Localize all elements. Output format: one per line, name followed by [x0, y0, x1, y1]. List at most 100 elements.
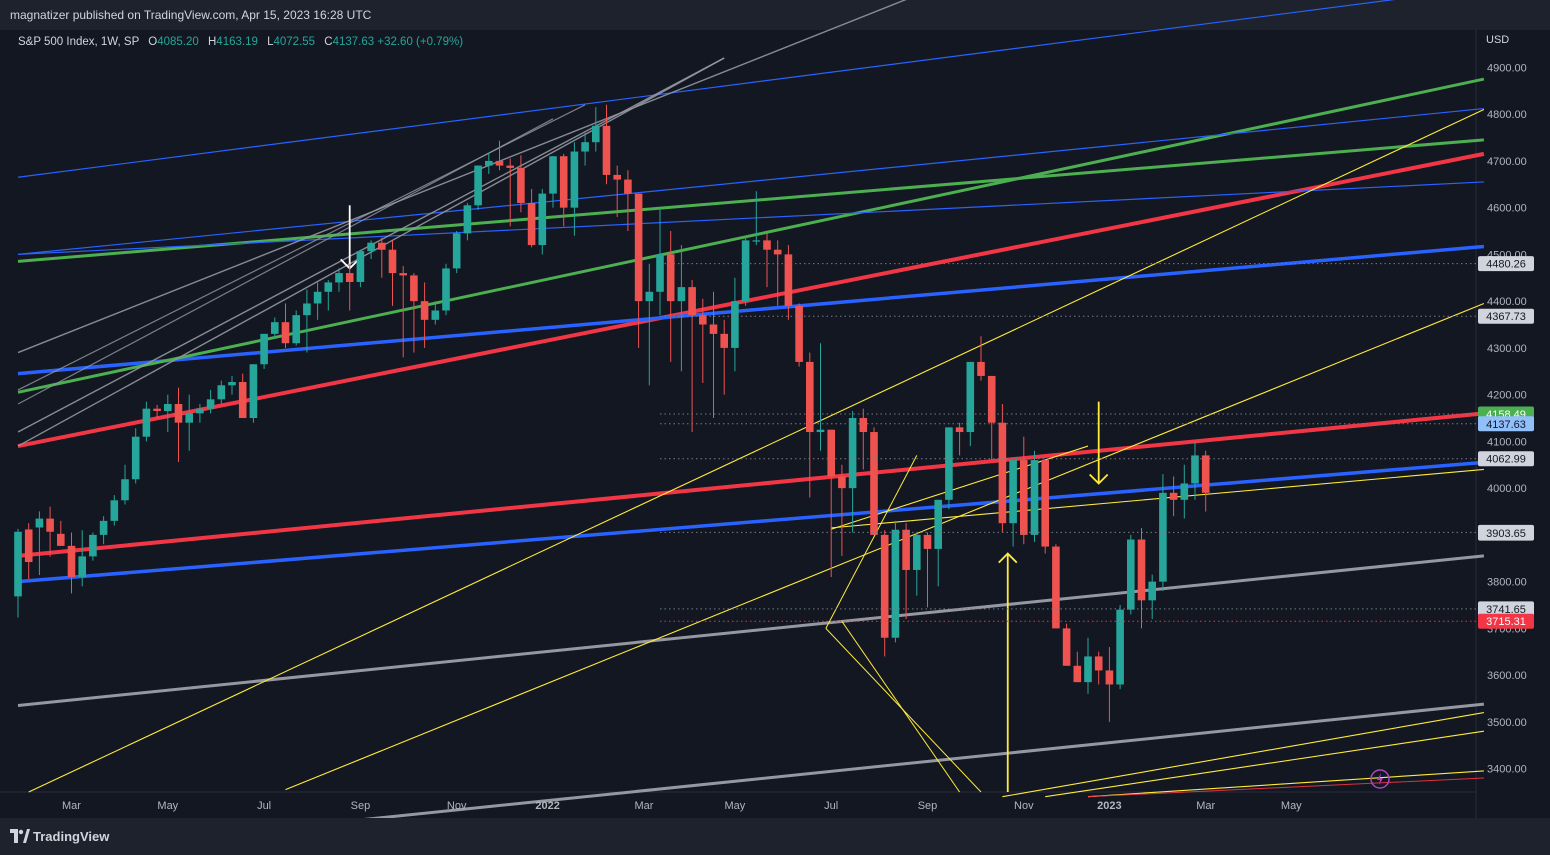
- candle-body: [945, 427, 953, 500]
- y-tick-label: 4400.00: [1487, 296, 1527, 308]
- candle-body: [153, 408, 161, 411]
- x-tick-label: Sep: [918, 800, 938, 812]
- candle-body: [260, 333, 268, 365]
- candle-body: [1009, 460, 1017, 524]
- y-tick-label: 4100.00: [1487, 436, 1527, 448]
- candle-body: [656, 254, 664, 292]
- lightning-icon: [1370, 769, 1390, 789]
- candle-body: [14, 531, 22, 597]
- candle-body: [1116, 609, 1124, 685]
- candle-body: [367, 242, 375, 252]
- candle-body: [517, 167, 525, 203]
- change-value: +32.60 (+0.79%): [377, 36, 464, 48]
- candle-body: [142, 408, 151, 437]
- candle-body: [174, 403, 183, 423]
- candle-body: [709, 324, 718, 334]
- candle-body: [699, 315, 707, 325]
- candle-body: [1052, 546, 1060, 629]
- published-by-text: magnatizer published on TradingView.com,…: [10, 8, 372, 22]
- close-key: C: [324, 36, 333, 48]
- high-value: 4163.19: [216, 36, 258, 48]
- candle-body: [891, 529, 900, 638]
- candle-body: [763, 240, 771, 250]
- tradingview-logo-icon[interactable]: [10, 829, 30, 843]
- candle-body: [35, 518, 44, 528]
- candle-body: [955, 427, 964, 433]
- candle-body: [645, 291, 654, 302]
- candle-body: [164, 403, 172, 411]
- x-tick-label: Nov: [1014, 800, 1034, 812]
- candle-body: [57, 533, 65, 546]
- candle-body: [1030, 460, 1039, 535]
- candle-body: [602, 125, 611, 175]
- price-label-box: [1478, 416, 1534, 432]
- trend-line: [17, 0, 1396, 178]
- candle-body: [987, 375, 996, 423]
- tradingview-brand[interactable]: TradingView: [33, 829, 110, 844]
- candle-body: [431, 310, 440, 320]
- candle-body: [24, 529, 33, 563]
- trend-line: [1087, 777, 1484, 798]
- candle-body: [388, 249, 397, 274]
- trend-line: [17, 107, 1484, 255]
- price-label-box: [1478, 451, 1534, 467]
- candle-body: [356, 251, 365, 282]
- candle-body: [838, 476, 846, 489]
- price-label: 4367.73: [1486, 311, 1526, 323]
- x-tick-label: Mar: [62, 800, 81, 812]
- candle-body: [249, 364, 258, 419]
- close-value: 4137.63: [332, 36, 375, 48]
- candle-body: [581, 142, 589, 152]
- currency-label: USD: [1486, 34, 1510, 46]
- candle-body: [1073, 665, 1082, 683]
- candle-body: [399, 273, 407, 276]
- plot-background: [0, 30, 1550, 818]
- candle-body: [206, 399, 215, 409]
- candle-body: [859, 418, 868, 433]
- candle-body: [1094, 656, 1103, 671]
- trend-line: [17, 554, 1485, 708]
- candle-body: [67, 545, 76, 577]
- x-tick-label: 2023: [1097, 800, 1121, 812]
- candle-body: [495, 160, 504, 166]
- candle-body: [1020, 460, 1028, 535]
- candle-body: [1159, 492, 1167, 582]
- trend-line: [17, 151, 1485, 449]
- price-label: 3715.31: [1486, 616, 1526, 628]
- candle-body: [485, 160, 493, 166]
- candle-body: [185, 413, 193, 423]
- x-tick-label: May: [1281, 800, 1302, 812]
- x-tick-label: Mar: [634, 800, 653, 812]
- header-bar: magnatizer published on TradingView.com,…: [0, 0, 1550, 30]
- price-label: 3903.65: [1486, 528, 1526, 540]
- candle-body: [549, 156, 557, 194]
- x-tick-label: Jul: [824, 800, 838, 812]
- candle-body: [378, 242, 386, 250]
- candle-body: [452, 233, 461, 269]
- candle-body: [99, 520, 108, 535]
- candle-body: [506, 165, 514, 168]
- candle-body: [238, 382, 247, 419]
- price-label-box: [1478, 613, 1534, 629]
- candle-body: [570, 151, 579, 208]
- symbol-name: S&P 500 Index, 1W, SP: [18, 36, 140, 48]
- trend-line: [17, 411, 1485, 558]
- candle-body: [624, 179, 632, 194]
- x-tick-label: Nov: [447, 800, 467, 812]
- candle-body: [303, 303, 311, 316]
- candle-body: [1148, 581, 1156, 601]
- candle-body: [420, 301, 429, 320]
- price-label-box: [1478, 256, 1534, 272]
- trend-line: [1002, 711, 1484, 798]
- annotation-arrowhead: [998, 552, 1018, 564]
- x-tick-label: Mar: [1196, 800, 1215, 812]
- trend-line: [17, 181, 1484, 255]
- candle-body: [335, 273, 343, 283]
- candle-body: [870, 432, 878, 535]
- y-tick-label: 4000.00: [1487, 483, 1527, 495]
- candle-body: [1041, 460, 1049, 547]
- y-tick-label: 3600.00: [1487, 670, 1527, 682]
- trend-line: [17, 138, 1485, 263]
- price-label-box: [1478, 525, 1534, 541]
